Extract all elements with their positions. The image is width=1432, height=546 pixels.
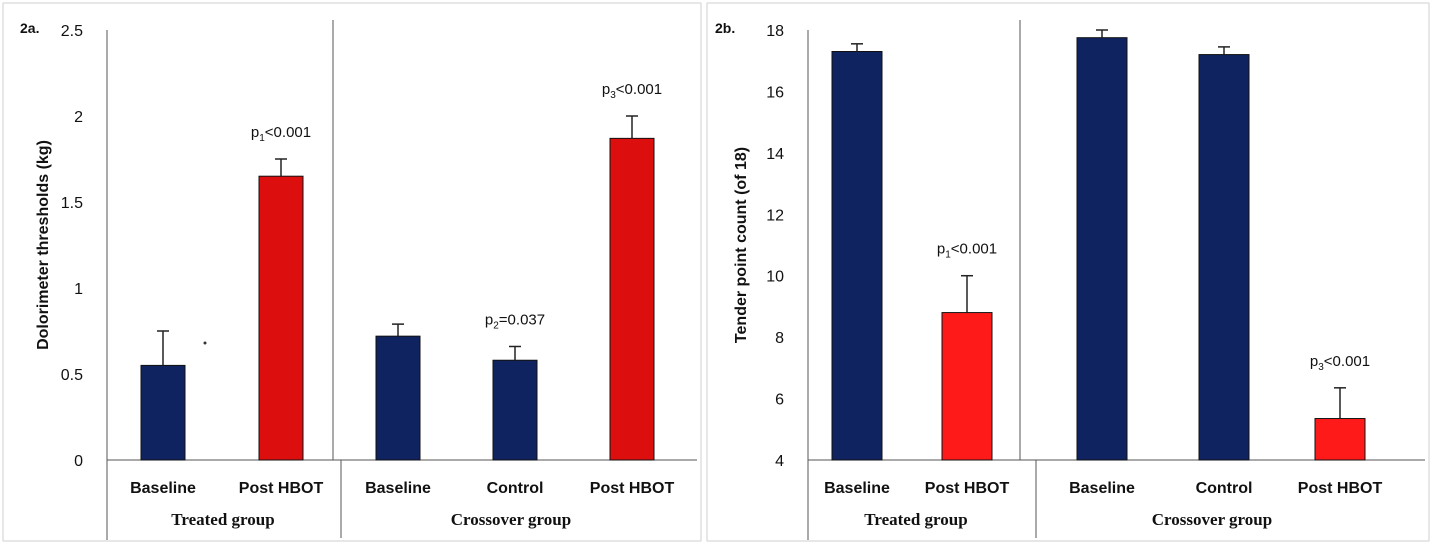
p-value-annotation: p1<0.001 [251,124,311,144]
chart-panel-2: 2b. 4 6 8 10 12 14 16 18 Tender point count (of 1… [706,2,1430,542]
y-tick-label: 6 [775,392,784,409]
bar [258,175,304,461]
p-value-annotation: p3<0.001 [1310,353,1370,373]
x-tick-label: Post HBOT [1298,480,1383,497]
bar [140,364,186,461]
group-label: Treated group [864,510,967,529]
group-label: Crossover group [1152,510,1272,529]
y-tick-label: 1.5 [61,195,83,212]
x-tick-label: Baseline [1069,480,1135,497]
y-tick-label: 2 [74,109,83,126]
y-tick-label: 1 [74,281,83,298]
y-tick-label: 4 [775,453,784,470]
p-value-annotation: p3<0.001 [602,81,662,101]
y-tick-label: 18 [766,23,784,40]
y-tick-label: 2.5 [61,23,83,40]
x-tick-label: Post HBOT [239,480,324,497]
y-tick-label: 16 [766,84,784,101]
chart-panel-1: 2a. 0 0.5 1 1.5 2 2.5 Dolorimeter thresholds (k… [2,2,702,542]
stray-dot [203,341,207,345]
p-value-annotation: p1<0.001 [937,241,997,261]
y-axis-label: Tender point count (of 18) [733,147,750,343]
panel-label: 2a. [20,20,39,36]
bar [375,335,421,461]
bar [1314,418,1366,461]
y-tick-label: 8 [775,330,784,347]
x-tick-label: Post HBOT [590,480,675,497]
x-tick-label: Baseline [824,480,890,497]
p-value-annotation: p2=0.037 [485,311,545,331]
bar [1198,54,1250,461]
bar [609,137,655,461]
y-tick-label: 0 [74,453,83,470]
x-tick-label: Control [487,480,544,497]
x-tick-label: Baseline [365,480,431,497]
group-label: Crossover group [451,510,571,529]
panel-frame [706,2,1430,542]
y-axis-label: Dolorimeter thresholds (kg) [35,140,52,350]
y-tick-label: 14 [766,146,784,163]
panel-frame [2,2,702,542]
bar [492,359,538,461]
y-tick-label: 0.5 [61,367,83,384]
bar [1076,37,1128,461]
y-tick-label: 10 [766,269,784,286]
x-tick-label: Control [1196,480,1253,497]
bar [831,51,883,461]
panel-label: 2b. [715,20,735,36]
x-tick-label: Baseline [130,480,196,497]
group-label: Treated group [171,510,274,529]
bar [941,312,993,461]
x-tick-label: Post HBOT [925,480,1010,497]
y-tick-label: 12 [766,207,784,224]
